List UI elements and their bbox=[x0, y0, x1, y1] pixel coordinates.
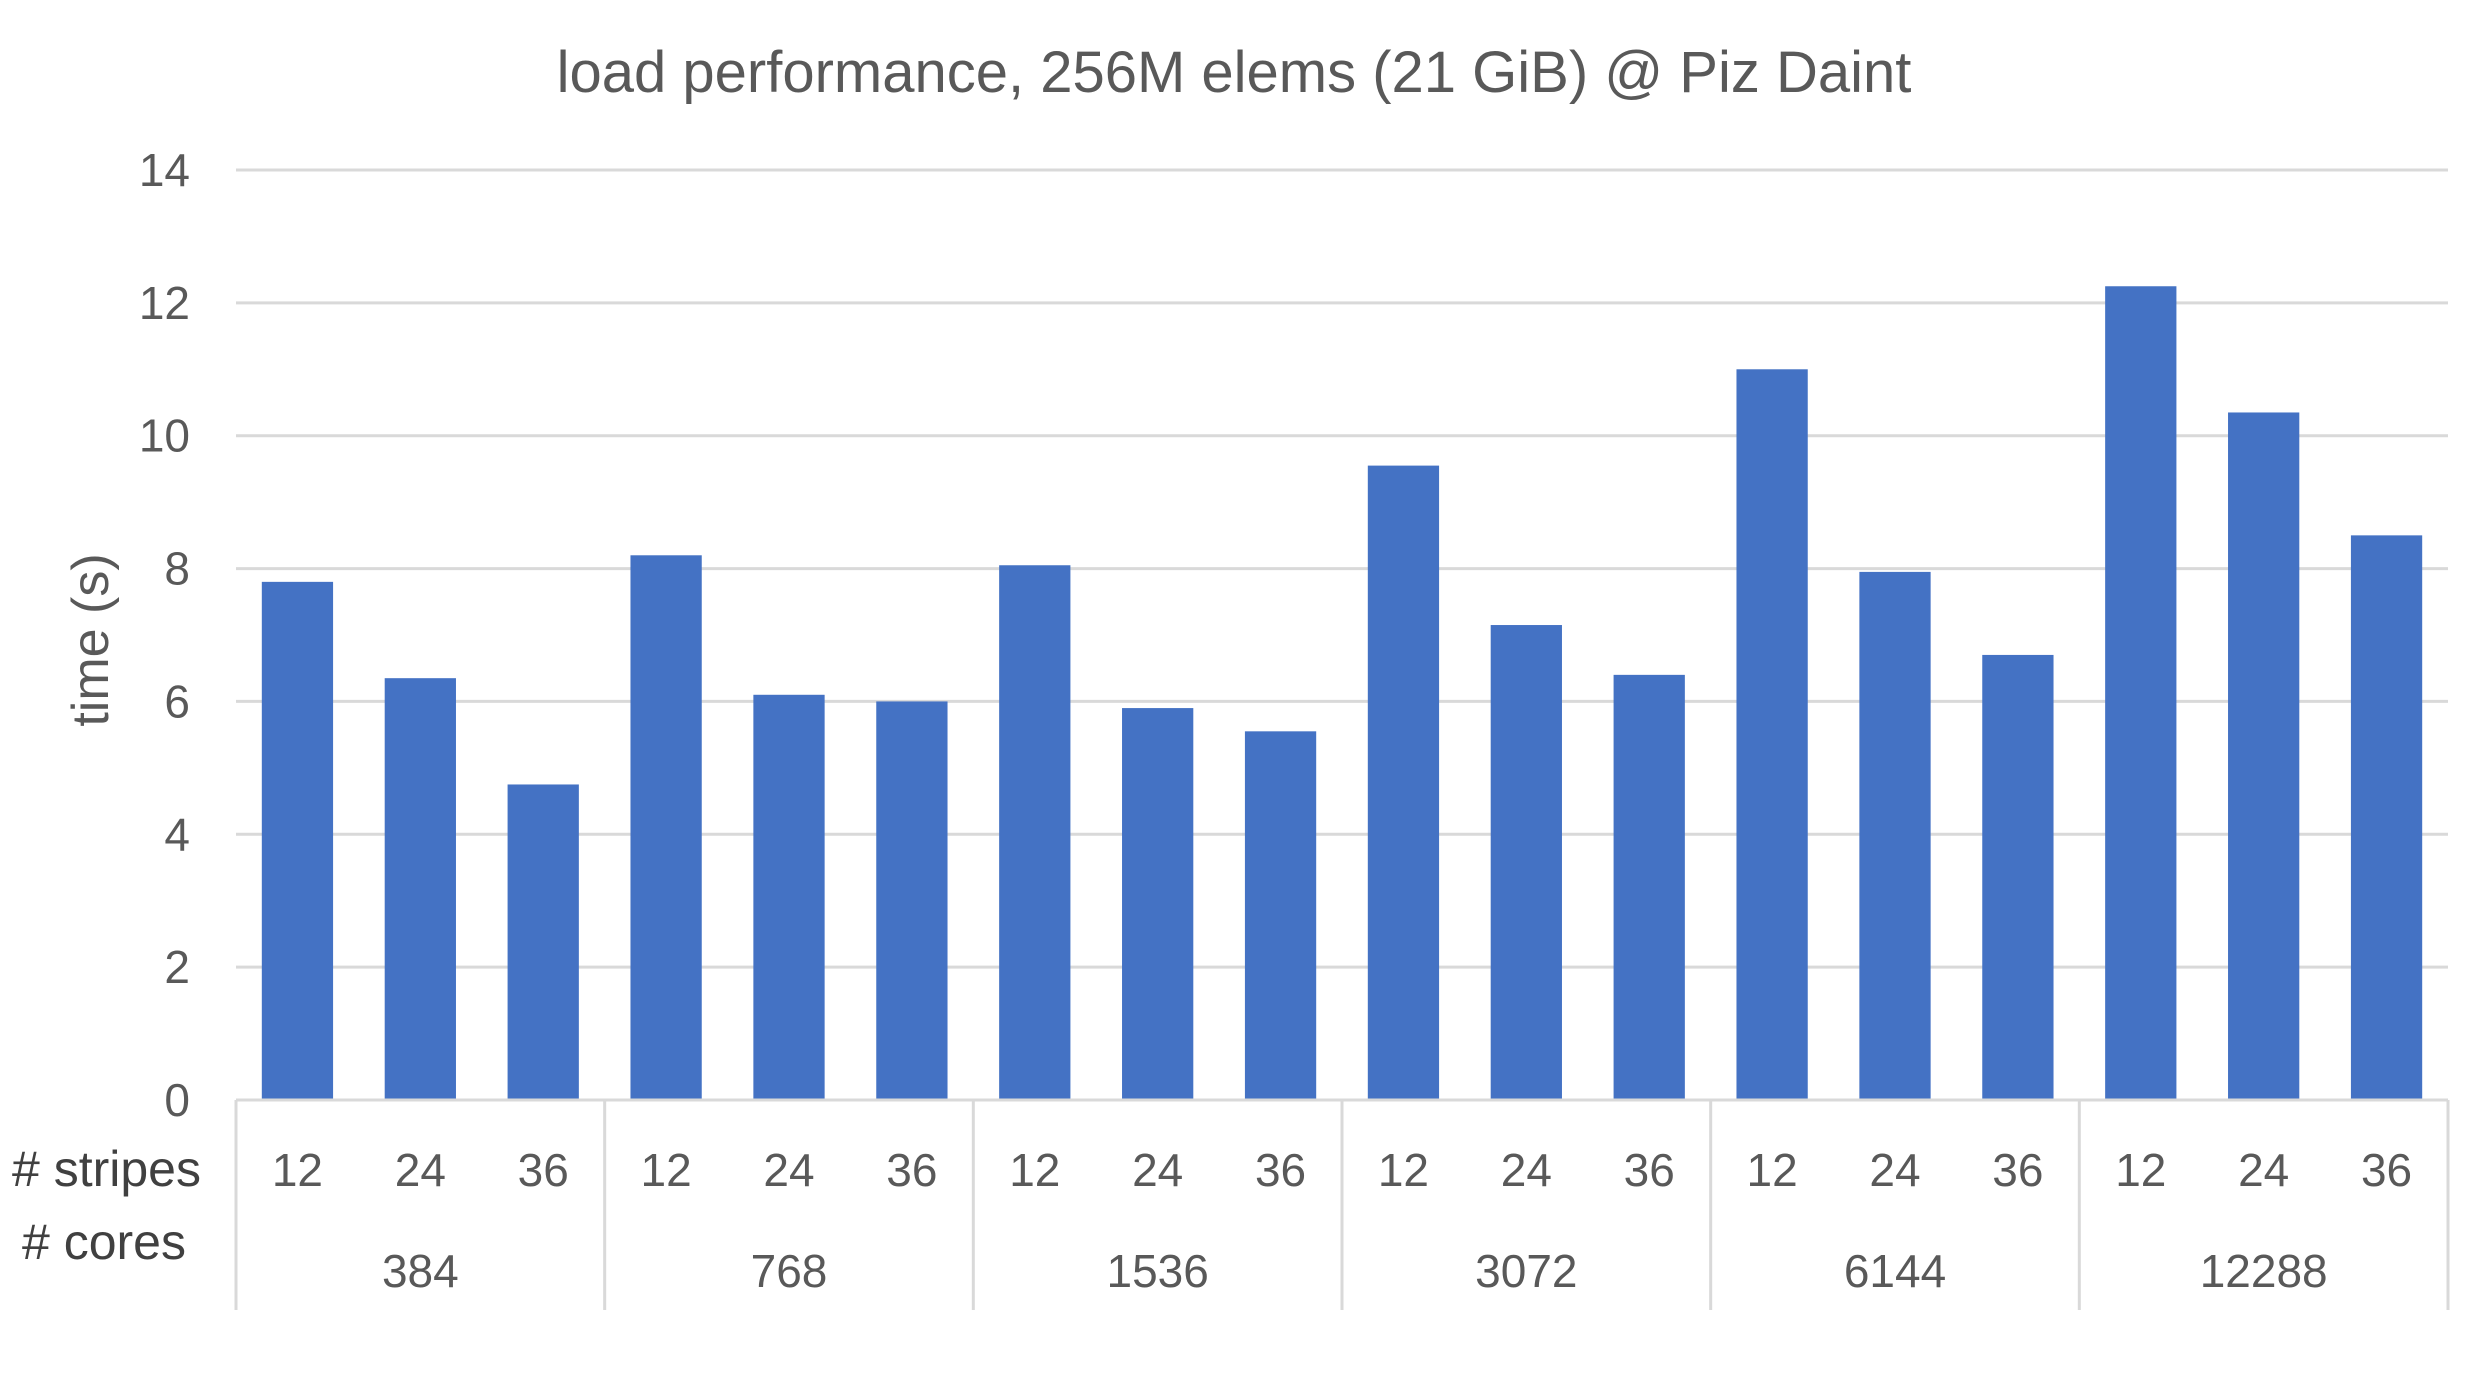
y-tick-label: 2 bbox=[164, 941, 190, 993]
bar bbox=[261, 581, 334, 1100]
cores-group-label: 3072 bbox=[1475, 1245, 1577, 1297]
cores-group-label: 6144 bbox=[1844, 1245, 1946, 1297]
bar bbox=[1490, 625, 1562, 1100]
stripes-tick-label: 36 bbox=[886, 1144, 937, 1196]
stripes-tick-label: 36 bbox=[1255, 1144, 1306, 1196]
y-tick-label: 0 bbox=[164, 1074, 190, 1126]
stripes-tick-label: 12 bbox=[2115, 1144, 2166, 1196]
gridlines bbox=[236, 168, 2448, 969]
bar bbox=[999, 565, 1071, 1100]
cores-group-label: 12288 bbox=[2200, 1245, 2328, 1297]
y-tick-label: 8 bbox=[164, 543, 190, 595]
x-axis: 12 24 36 384 12 24 36 768 12 24 36 1536 12 24 36 3072 12… bbox=[234, 1098, 2450, 1310]
stripes-tick-label: 36 bbox=[1992, 1144, 2043, 1196]
bar bbox=[1982, 654, 2054, 1100]
cores-group-label: 768 bbox=[751, 1245, 828, 1297]
y-tick-label: 12 bbox=[139, 277, 190, 329]
cores-group-label: 384 bbox=[382, 1245, 459, 1297]
bar bbox=[2228, 412, 2300, 1100]
y-tick-label: 10 bbox=[139, 410, 190, 462]
bar bbox=[876, 701, 948, 1100]
bar bbox=[1367, 465, 1440, 1100]
stripes-tick-label: 12 bbox=[272, 1144, 323, 1196]
stripes-tick-label: 24 bbox=[1501, 1144, 1552, 1196]
stripes-tick-label: 24 bbox=[1132, 1144, 1183, 1196]
row-label-cores: # cores bbox=[22, 1214, 186, 1270]
bar bbox=[1244, 731, 1317, 1100]
bar bbox=[1122, 708, 1194, 1100]
bar bbox=[2105, 286, 2177, 1100]
stripes-tick-label: 12 bbox=[1747, 1144, 1798, 1196]
y-axis-label: time (s) bbox=[62, 553, 120, 726]
stripes-tick-label: 36 bbox=[1624, 1144, 1675, 1196]
bar bbox=[1859, 571, 1931, 1100]
bar bbox=[384, 678, 456, 1100]
stripes-tick-label: 24 bbox=[2238, 1144, 2289, 1196]
stripes-tick-label: 12 bbox=[1009, 1144, 1060, 1196]
y-tick-label: 6 bbox=[164, 675, 190, 727]
bar bbox=[2350, 535, 2423, 1100]
y-tick-label: 14 bbox=[139, 144, 190, 196]
stripes-tick-label: 36 bbox=[2361, 1144, 2412, 1196]
stripes-tick-label: 12 bbox=[1378, 1144, 1429, 1196]
stripes-tick-label: 24 bbox=[763, 1144, 814, 1196]
bar bbox=[507, 784, 579, 1100]
stripes-tick-label: 12 bbox=[641, 1144, 692, 1196]
y-tick-label: 4 bbox=[164, 808, 190, 860]
y-axis-ticks: 0 2 4 6 8 10 12 14 bbox=[139, 144, 190, 1126]
bars bbox=[261, 286, 2423, 1100]
cores-group-label: 1536 bbox=[1106, 1245, 1208, 1297]
bar bbox=[630, 555, 702, 1100]
bar bbox=[753, 694, 825, 1100]
stripes-tick-label: 36 bbox=[518, 1144, 569, 1196]
bar bbox=[1736, 369, 1808, 1100]
stripes-tick-label: 24 bbox=[1869, 1144, 1920, 1196]
row-label-stripes: # stripes bbox=[12, 1141, 201, 1197]
chart-title: load performance, 256M elems (21 GiB) @ … bbox=[557, 40, 1912, 105]
bar bbox=[1613, 674, 1685, 1100]
stripes-tick-label: 24 bbox=[395, 1144, 446, 1196]
